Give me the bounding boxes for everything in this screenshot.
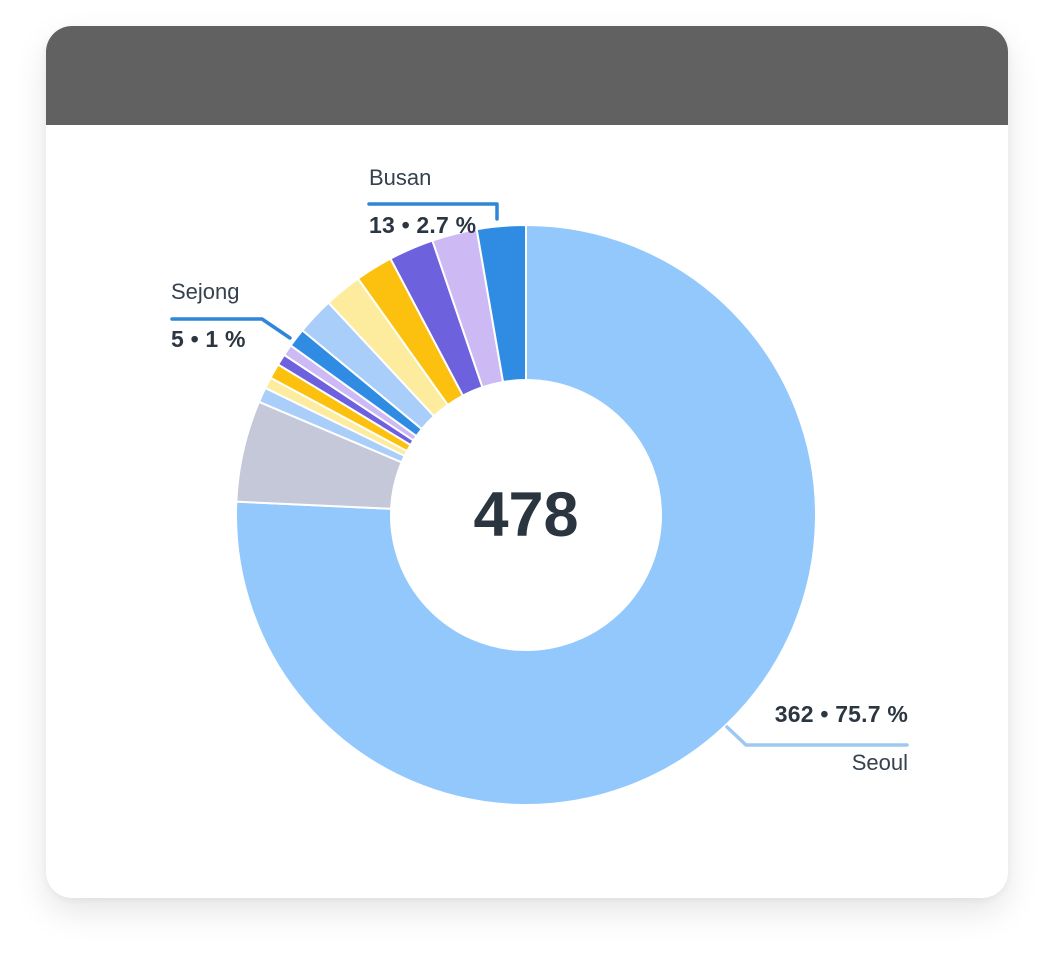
seoul-callout-line — [725, 725, 909, 747]
window-header-bar — [46, 26, 1008, 125]
donut-center-total: 478 — [473, 480, 579, 550]
busan-callout-line — [367, 202, 499, 221]
sejong-callout-value: 5 • 1 % — [171, 326, 246, 352]
donut-slice-busan[interactable] — [475, 224, 527, 383]
sejong-callout-label: Sejong — [171, 279, 240, 304]
seoul-callout-value: 362 • 75.7 % — [774, 701, 908, 727]
busan-callout-value: 13 • 2.7 % — [369, 212, 477, 238]
donut-slice-seoul[interactable] — [235, 224, 817, 806]
seoul-callout-label: Seoul — [851, 750, 908, 775]
sejong-callout-line — [170, 317, 292, 340]
busan-callout-label: Busan — [369, 165, 432, 190]
